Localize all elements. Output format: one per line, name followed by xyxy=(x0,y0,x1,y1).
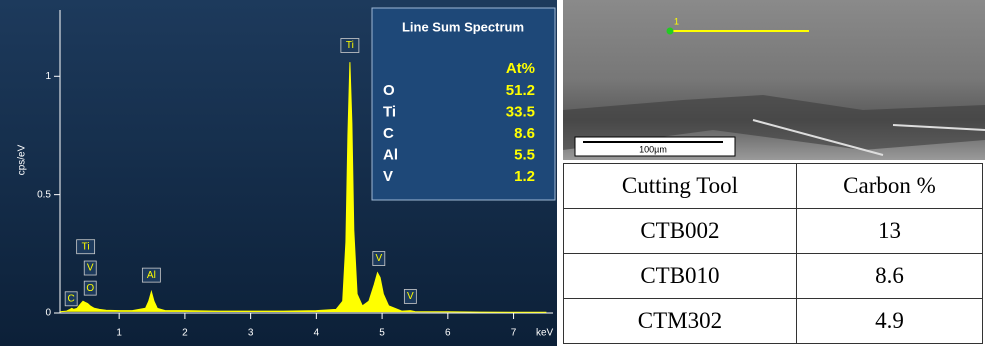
line-marker-label: 1 xyxy=(674,16,679,26)
peak-label: O xyxy=(86,283,94,294)
inset-element: O xyxy=(383,82,395,99)
x-tick-label: 3 xyxy=(248,328,254,339)
inset-element: V xyxy=(383,168,393,185)
inset-value: 5.5 xyxy=(514,146,535,163)
inset-value: 1.2 xyxy=(514,168,535,185)
inset-element: Al xyxy=(383,146,398,163)
page: cps/eV keV Line Sum Spectrum At% 0 0.5 1 1 2… xyxy=(0,0,985,346)
peak-label: Ti xyxy=(82,241,90,252)
x-tick-label: 5 xyxy=(379,328,385,339)
table-row-cell: CTB010 xyxy=(564,254,797,299)
inset-value: 33.5 xyxy=(506,103,535,120)
y-axis-label: cps/eV xyxy=(17,144,28,175)
line-start xyxy=(667,28,674,35)
table-row-cell: CTB002 xyxy=(564,209,797,254)
y-tick-label: 0 xyxy=(45,308,51,319)
y-tick-label: 0.5 xyxy=(37,189,51,200)
inset-title: Line Sum Spectrum xyxy=(402,19,524,34)
x-tick-label: 6 xyxy=(445,328,451,339)
peak-label: Al xyxy=(147,270,156,281)
x-tick-label: 7 xyxy=(511,328,517,339)
peak-label: V xyxy=(375,253,382,264)
inset-header: At% xyxy=(506,60,535,77)
table-row-cell: CTM302 xyxy=(564,299,797,344)
header-row-cell: Carbon % xyxy=(796,164,982,209)
peak-label: V xyxy=(87,263,94,274)
inset-element: Ti xyxy=(383,103,396,120)
x-tick-label: 2 xyxy=(182,328,188,339)
scale-label: 100µm xyxy=(639,144,667,154)
peak-label: C xyxy=(68,293,75,304)
table-row-cell: 13 xyxy=(796,209,982,254)
inset-element: C xyxy=(383,125,394,142)
peak-label: Ti xyxy=(346,40,354,51)
y-tick-label: 1 xyxy=(45,71,51,82)
table-row-cell: 4.9 xyxy=(796,299,982,344)
inset-value: 51.2 xyxy=(506,82,535,99)
header-row-cell: Cutting Tool xyxy=(564,164,797,209)
sem-image: 1 100µm xyxy=(563,0,985,160)
x-axis-label: keV xyxy=(536,328,554,339)
spectrum-chart: cps/eV keV Line Sum Spectrum At% 0 0.5 1 1 2… xyxy=(0,0,557,346)
x-tick-label: 4 xyxy=(314,328,320,339)
x-tick-label: 1 xyxy=(116,328,122,339)
table-row-cell: 8.6 xyxy=(796,254,982,299)
inset-value: 8.6 xyxy=(514,125,535,142)
peak-label: V xyxy=(407,291,414,302)
